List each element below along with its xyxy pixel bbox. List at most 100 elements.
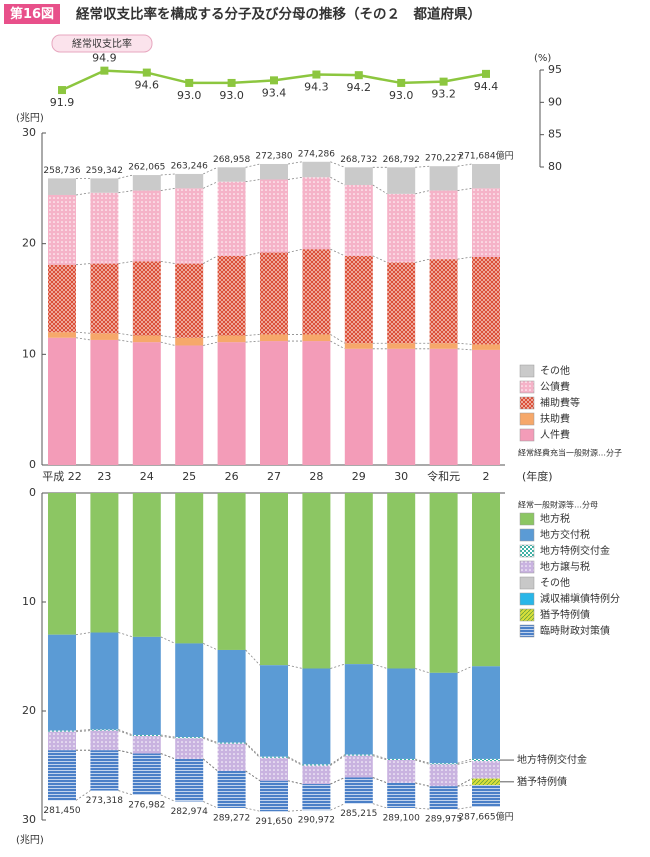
bar-segment <box>175 758 204 802</box>
connector <box>203 335 218 339</box>
x-tick-label: 27 <box>267 470 281 483</box>
legend-swatch <box>519 608 535 622</box>
connector <box>203 255 218 264</box>
total-label: 268,732 <box>340 155 377 165</box>
bar-segment <box>387 760 416 783</box>
bar-segment <box>387 782 416 809</box>
x-tick-label: 26 <box>225 470 239 483</box>
connector <box>245 807 261 812</box>
note: 経常経費充当一般財源…分子 <box>518 448 622 458</box>
bar-segment <box>90 178 119 193</box>
connector <box>203 341 218 346</box>
bar-segment <box>260 163 288 180</box>
x-tick-label: 30 <box>394 470 408 483</box>
marker <box>354 71 363 80</box>
total-label: 271,684億円 <box>458 149 513 161</box>
bar-segment <box>175 643 204 738</box>
y-tick-label: 20 <box>22 704 36 717</box>
bar-segment <box>48 178 76 195</box>
connector <box>372 755 388 761</box>
bar-segment <box>217 770 246 809</box>
y-tick-label: 80 <box>548 160 562 173</box>
bar-segment <box>132 734 161 737</box>
connector <box>457 256 473 260</box>
connector <box>287 176 303 180</box>
connector <box>415 782 430 787</box>
annotation: 地方特例交付金 <box>517 753 587 766</box>
bar-segment <box>132 636 161 735</box>
bar-segment <box>132 175 161 191</box>
bar-segment <box>132 335 161 343</box>
connector <box>415 807 430 810</box>
y-unit: (兆円) <box>16 834 44 846</box>
bar-segment <box>90 632 119 730</box>
total-label: 287,665億円 <box>458 810 513 822</box>
connector <box>372 255 388 263</box>
total-label: 272,380 <box>255 151 292 161</box>
bar-segment <box>472 666 500 759</box>
y-tick-label: 30 <box>22 126 36 139</box>
bar-segment <box>344 348 373 465</box>
line-legend-box <box>51 34 153 53</box>
bar-segment <box>48 750 76 801</box>
marker <box>100 66 109 75</box>
bar-segment <box>90 730 119 751</box>
connector <box>203 736 218 743</box>
legend-swatch <box>519 560 535 574</box>
marker <box>482 69 490 78</box>
connector <box>75 263 91 266</box>
bar-segment <box>302 341 331 465</box>
bar-segment <box>48 634 76 731</box>
legend-label: 地方交付税 <box>540 528 590 541</box>
connector <box>287 780 303 785</box>
bar-segment <box>260 757 288 781</box>
connector <box>457 806 473 810</box>
connector <box>330 340 345 350</box>
connector <box>160 794 176 802</box>
total-label: 258,736 <box>43 166 80 176</box>
legend-label: 臨時財政対策債 <box>540 624 610 637</box>
x-tick-label: 28 <box>309 470 323 483</box>
connector <box>457 348 473 351</box>
badge-box <box>4 4 60 24</box>
value-label: 93.0 <box>389 89 414 102</box>
x-tick-label: 23 <box>97 470 111 483</box>
connector <box>457 187 473 191</box>
legend-label: その他 <box>540 364 570 377</box>
x-tick-label: 25 <box>182 470 196 483</box>
legend-swatch <box>519 512 535 526</box>
legend-label: 猶予特例債 <box>540 608 590 621</box>
legend-swatch <box>519 592 535 606</box>
connector <box>245 252 261 257</box>
bar-segment <box>302 493 331 669</box>
marker <box>312 70 321 79</box>
y-tick-label: 0 <box>29 458 36 471</box>
bar-segment <box>302 764 331 766</box>
bar-segment <box>217 493 246 650</box>
legend-label: 補助費等 <box>540 396 580 409</box>
connector <box>118 332 133 336</box>
bar-segment <box>472 761 500 779</box>
connector <box>118 632 133 638</box>
connector <box>287 248 303 253</box>
connector <box>415 165 430 168</box>
total-label: 268,958 <box>213 155 250 165</box>
bar-segment <box>429 259 458 344</box>
total-label: 259,342 <box>86 166 123 176</box>
bar-segment <box>260 341 288 465</box>
bar-segment <box>132 261 161 336</box>
connector <box>118 174 133 179</box>
legend-swatch <box>519 412 535 426</box>
bar-segment <box>175 188 204 264</box>
connector <box>245 340 261 343</box>
connector <box>287 809 303 812</box>
connector <box>203 737 218 745</box>
connector <box>203 643 218 651</box>
legend-label: 地方税 <box>540 512 570 525</box>
y-tick-label: 95 <box>548 63 562 76</box>
legend-label: 人件費 <box>540 428 570 441</box>
bar-segment <box>387 193 416 263</box>
connector <box>245 742 261 758</box>
connector <box>415 258 430 263</box>
bar-segment <box>48 730 76 732</box>
